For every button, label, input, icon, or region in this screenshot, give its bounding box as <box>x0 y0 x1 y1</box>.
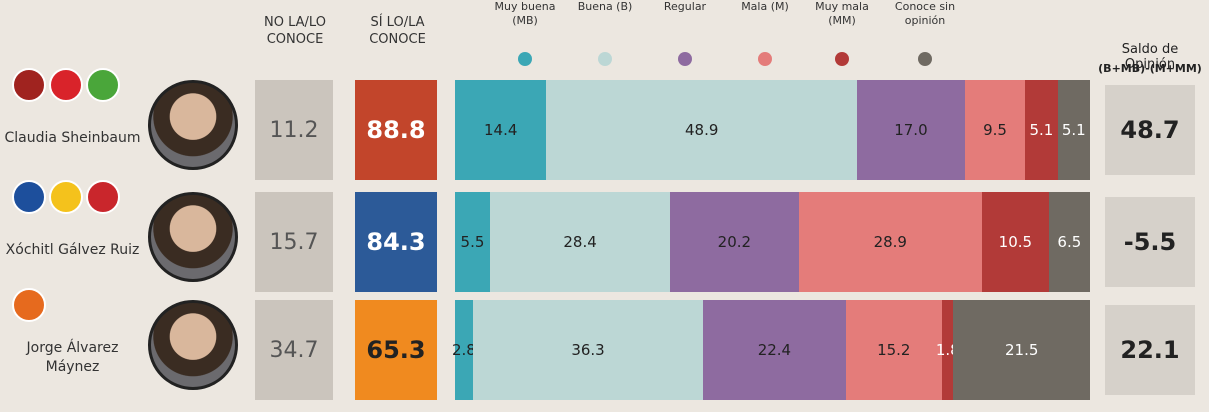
party-logo <box>86 180 120 214</box>
legend-marker <box>918 52 932 66</box>
legend-marker <box>758 52 772 66</box>
column-header: SÍ LO/LA CONOCE <box>369 15 426 47</box>
bar-segment: 20.2 <box>670 192 799 292</box>
unknown-box: 15.7 <box>255 192 333 292</box>
candidate-name: Xóchitl Gálvez Ruiz <box>5 241 140 258</box>
legend-label: Muy mala (MM) <box>815 0 869 27</box>
party-logo <box>86 68 120 102</box>
party-logo <box>49 68 83 102</box>
legend-label: Conoce sin opinión <box>894 0 956 27</box>
bar-segment: 28.9 <box>798 192 983 292</box>
bar-segment: 9.5 <box>964 80 1026 180</box>
bar-segment: 28.4 <box>489 192 671 292</box>
bar-segment: 2.8 <box>452 300 476 400</box>
party-logo <box>12 68 46 102</box>
party-logo <box>12 288 46 322</box>
bar-segment: 22.4 <box>703 300 846 400</box>
bar-segment: 48.9 <box>546 80 857 180</box>
balance-box: -5.5 <box>1105 197 1195 287</box>
legend-label: Regular <box>663 0 707 13</box>
party-logo <box>49 180 83 214</box>
bar-segment: 1.8 <box>936 300 960 400</box>
candidate-photo <box>148 192 238 282</box>
legend-label: Buena (B) <box>577 0 633 13</box>
column-header: (B+MB)-(M+MM) <box>1098 62 1202 75</box>
legend-marker <box>598 52 612 66</box>
legend-label: Mala (M) <box>741 0 789 13</box>
bar-segment: 6.5 <box>1048 192 1090 292</box>
bar-segment: 14.4 <box>455 80 547 180</box>
candidate-name: Jorge Álvarez Máynez <box>26 340 119 375</box>
unknown-box: 34.7 <box>255 300 333 400</box>
bar-segment: 5.1 <box>1057 80 1090 180</box>
column-header: NO LA/LO CONOCE <box>264 15 326 47</box>
legend-marker <box>518 52 532 66</box>
bar-segment: 10.5 <box>982 192 1049 292</box>
bar-segment: 17.0 <box>856 80 965 180</box>
bar-segment: 15.2 <box>845 300 943 400</box>
bar-segment: 36.3 <box>472 300 704 400</box>
balance-box: 22.1 <box>1105 305 1195 395</box>
candidate-photo <box>148 80 238 170</box>
legend-marker <box>678 52 692 66</box>
bar-segment: 21.5 <box>953 300 1090 400</box>
candidate-name: Claudia Sheinbaum <box>4 129 141 146</box>
party-logo <box>12 180 46 214</box>
column-header: Saldo de Opinión <box>1121 42 1179 72</box>
candidate-photo <box>148 300 238 390</box>
known-box: 88.8 <box>355 80 437 180</box>
unknown-box: 11.2 <box>255 80 333 180</box>
bar-segment: 5.5 <box>455 192 490 292</box>
bar-segment: 5.1 <box>1025 80 1058 180</box>
legend-label: Muy buena (MB) <box>494 0 556 27</box>
balance-box: 48.7 <box>1105 85 1195 175</box>
legend-marker <box>835 52 849 66</box>
known-box: 65.3 <box>355 300 437 400</box>
known-box: 84.3 <box>355 192 437 292</box>
